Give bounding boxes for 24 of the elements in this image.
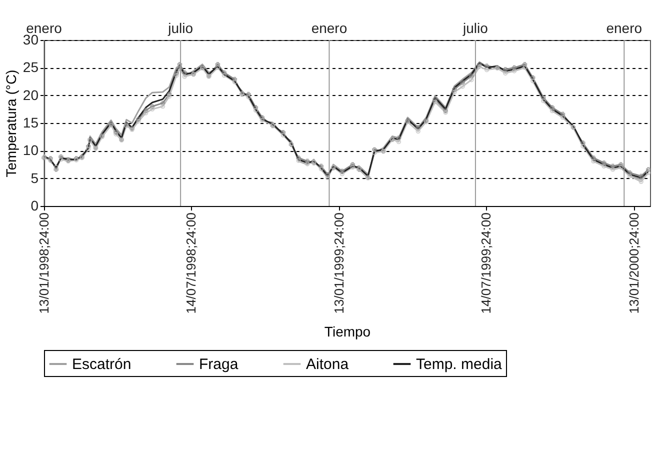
y-tick-label: 15 <box>22 114 39 130</box>
ref-line-label: enero <box>606 20 642 36</box>
legend-label: Escatrón <box>72 356 132 373</box>
x-tick-label: 14/07/1998;24:00 <box>184 212 199 314</box>
point <box>396 136 402 140</box>
y-tick-label: 5 <box>30 170 39 186</box>
y-tick-label: 0 <box>30 198 39 214</box>
ref-line-label: enero <box>311 20 348 36</box>
x-tick-label: 13/01/1999;24:00 <box>331 212 346 314</box>
x-tick-label: 13/01/1998;24:00 <box>36 212 52 314</box>
y-tick-label: 20 <box>22 86 39 103</box>
y-tick-label: 10 <box>22 142 39 158</box>
ref-line-label: julio <box>167 20 194 36</box>
y-tick-label: 25 <box>22 59 39 76</box>
legend-label: Fraga <box>199 356 239 373</box>
point <box>340 168 345 174</box>
y-axis-title: Temperatura (°C) <box>2 70 19 178</box>
point <box>416 125 420 130</box>
x-tick-label: 14/07/1999;24:00 <box>478 212 494 314</box>
legend-label: Aitona <box>306 356 350 373</box>
legend-label: Temp. media <box>416 356 503 373</box>
ref-line-label: julio <box>462 20 488 36</box>
x-tick-label: 13/01/2000;24:00 <box>626 212 642 314</box>
x-axis-title: Tiempo <box>324 324 371 340</box>
